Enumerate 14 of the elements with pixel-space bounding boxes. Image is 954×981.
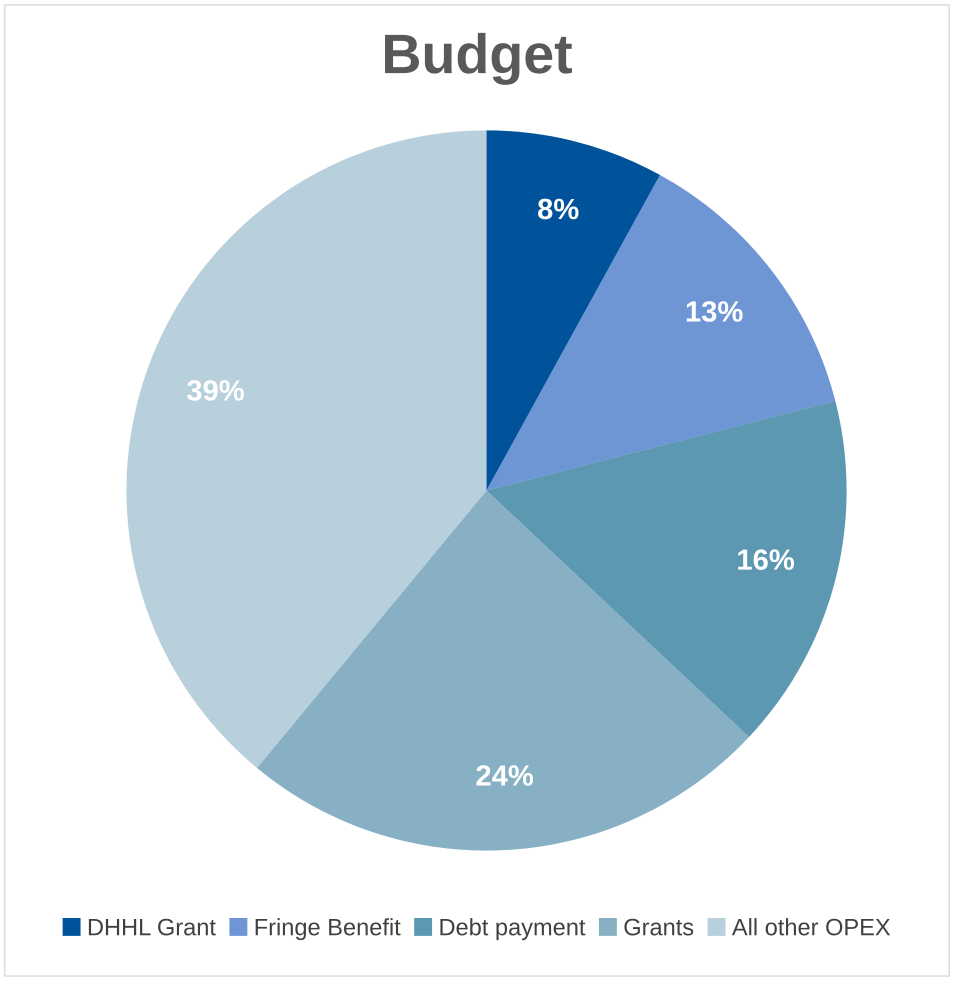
pie-slice [486,174,836,490]
data-label: 24% [476,765,534,786]
legend-label: Grants [624,918,694,936]
legend-label: Debt payment [440,918,586,940]
pie-slice [486,400,847,737]
data-label: 13% [686,301,743,322]
legend-label: All other OPEX [732,918,890,936]
data-label: 8% [538,198,578,220]
data-label: 16% [738,549,794,570]
pie-slice [486,130,660,490]
data-label: 39% [186,380,244,401]
legend-label: Fringe Benefit [256,918,401,940]
legend-label: DHHL Grant [88,918,216,936]
chart-title: Budget [385,32,572,85]
